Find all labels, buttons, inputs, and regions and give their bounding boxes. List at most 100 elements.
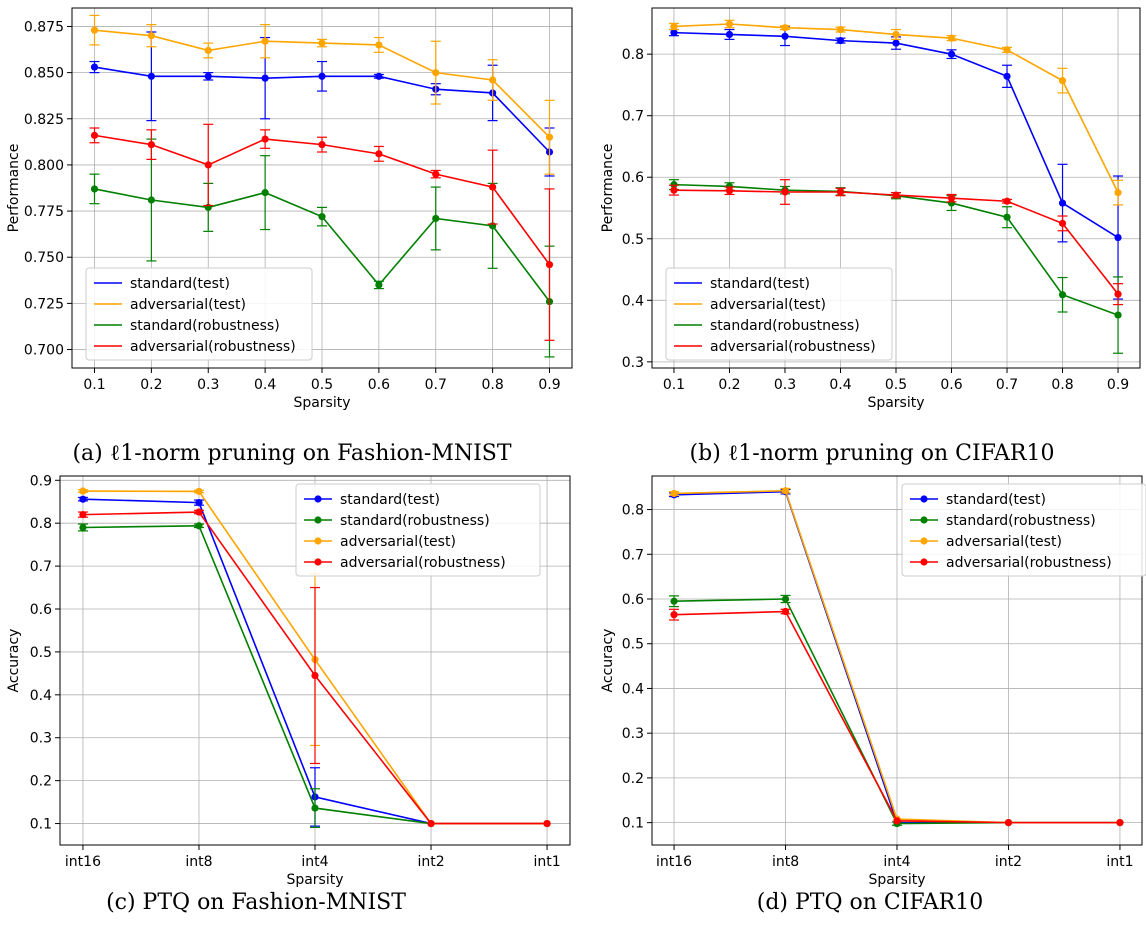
caption-b: (b) ℓ1-norm pruning on CIFAR10 [689, 441, 1055, 466]
data-point [318, 141, 326, 149]
legend-label: adversarial(robustness) [946, 555, 1112, 571]
x-tick-label: 0.1 [83, 377, 105, 393]
data-point [670, 29, 678, 37]
y-tick-label: 0.5 [622, 232, 644, 248]
chart-a: 0.1 0.2 0.3 0.4 0.5 0.6 0.7 0.8 0.9 0.700 0.725 0.7… [6, 7, 573, 411]
data-point [195, 522, 203, 530]
legend-label: adversarial(robustness) [130, 339, 296, 355]
series-adversarial-test [89, 14, 555, 175]
data-point [311, 804, 319, 812]
data-point [1058, 199, 1067, 207]
y-tick-label: 0.825 [24, 112, 64, 128]
caption-a: (a) ℓ1-norm pruning on Fashion-MNIST [72, 441, 512, 466]
x-tick-label: 0.5 [885, 377, 907, 393]
x-tick-label: 0.2 [718, 377, 740, 393]
chart-c: int16 int8 int4 int2 int1 0.1 0.2 0.3 0.4 0.5 0.6 0… [6, 473, 571, 888]
x-axis-label: Sparsity [286, 872, 343, 888]
data-point [670, 22, 678, 31]
data-point [725, 20, 734, 28]
data-point [375, 41, 383, 49]
legend: standard(test) standard(robustness) advers… [901, 483, 1146, 577]
data-point [147, 32, 155, 40]
legend: standard(test) standard(robustness) advers… [295, 483, 541, 577]
data-point [79, 511, 87, 519]
y-tick-label: 0.6 [622, 592, 644, 608]
data-point [311, 671, 319, 680]
y-tick-label: 0.850 [24, 66, 64, 82]
data-point [1003, 72, 1011, 80]
data-point [947, 194, 956, 202]
y-tick-label: 0.3 [622, 726, 644, 742]
data-point [195, 508, 203, 516]
data-point [781, 487, 790, 495]
data-point [147, 196, 155, 204]
y-tick-label: 0.7 [622, 547, 644, 563]
data-point [261, 74, 269, 82]
x-tick-label: 0.4 [254, 377, 276, 393]
data-point [1058, 291, 1067, 299]
y-tick-label: 0.5 [30, 645, 52, 661]
y-axis-label: Accuracy [6, 629, 22, 693]
x-tick-label: 0.8 [481, 377, 503, 393]
x-axis-label: Sparsity [293, 395, 350, 411]
chart-panel-d: int16 int8 int4 int2 int1 0.1 0.2 0.3 0.4 0.5 0.6 0… [590, 468, 1146, 892]
x-tick-label: 0.9 [1107, 377, 1129, 393]
legend-box [665, 267, 893, 361]
y-tick-label: 0.4 [622, 293, 644, 309]
data-point [725, 187, 734, 195]
x-tick-label: 0.3 [774, 377, 796, 393]
y-tick-label: 0.3 [30, 731, 52, 747]
data-point [79, 495, 87, 503]
data-point [1003, 46, 1011, 54]
x-tick-label: 0.1 [663, 377, 685, 393]
x-tick-label: int2 [417, 854, 444, 870]
y-tick-label: 0.8 [622, 47, 644, 63]
x-tick-label: 0.3 [197, 377, 219, 393]
data-point [781, 188, 789, 196]
legend-label: standard(test) [340, 492, 440, 508]
data-point [545, 133, 554, 141]
chart-panel-b: 0.1 0.2 0.3 0.4 0.5 0.6 0.7 0.8 0.9 0.3 0.4 0.5 0.6 0… [590, 0, 1146, 469]
y-tick-label: 0.725 [24, 296, 64, 312]
data-point [79, 523, 87, 532]
data-point [318, 39, 326, 47]
data-point [725, 30, 734, 39]
data-point [90, 26, 99, 34]
data-point [781, 607, 790, 616]
y-tick-label: 0.4 [622, 681, 644, 697]
x-tick-label: 0.5 [311, 377, 333, 393]
data-point [375, 281, 383, 289]
legend-label: standard(test) [946, 492, 1046, 508]
data-point [781, 595, 790, 603]
data-point [489, 183, 497, 191]
legend-marker [920, 558, 928, 566]
data-point [147, 141, 155, 149]
data-point [204, 72, 212, 80]
x-tick-label: int4 [883, 854, 910, 870]
legend-box [295, 483, 541, 577]
data-point [195, 499, 203, 507]
y-tick-label: 0.3 [622, 355, 644, 371]
x-tick-label: 0.4 [829, 377, 851, 393]
plot-frame [71, 7, 573, 369]
data-point [195, 487, 203, 496]
legend-label: adversarial(test) [130, 297, 246, 313]
y-tick-label: 0.4 [30, 688, 52, 704]
legend-label: adversarial(test) [710, 297, 826, 313]
y-axis-label: Accuracy [600, 629, 616, 693]
y-tick-label: 0.5 [622, 637, 644, 653]
data-point [670, 597, 678, 605]
data-point [79, 487, 87, 495]
chart-b: 0.1 0.2 0.3 0.4 0.5 0.6 0.7 0.8 0.9 0.3 0.4 0.5 0.6 0… [600, 7, 1141, 411]
data-point [892, 39, 900, 47]
data-point [543, 819, 551, 828]
data-point [1114, 233, 1122, 242]
legend-marker [920, 516, 928, 524]
x-tick-label: 0.7 [425, 377, 447, 393]
series-standard-test [668, 26, 1124, 300]
data-point [1058, 219, 1067, 227]
x-axis-label: Sparsity [868, 872, 925, 888]
series-adversarial-robustness [669, 607, 1124, 827]
y-tick-label: 0.2 [30, 774, 52, 790]
data-point [432, 170, 440, 178]
